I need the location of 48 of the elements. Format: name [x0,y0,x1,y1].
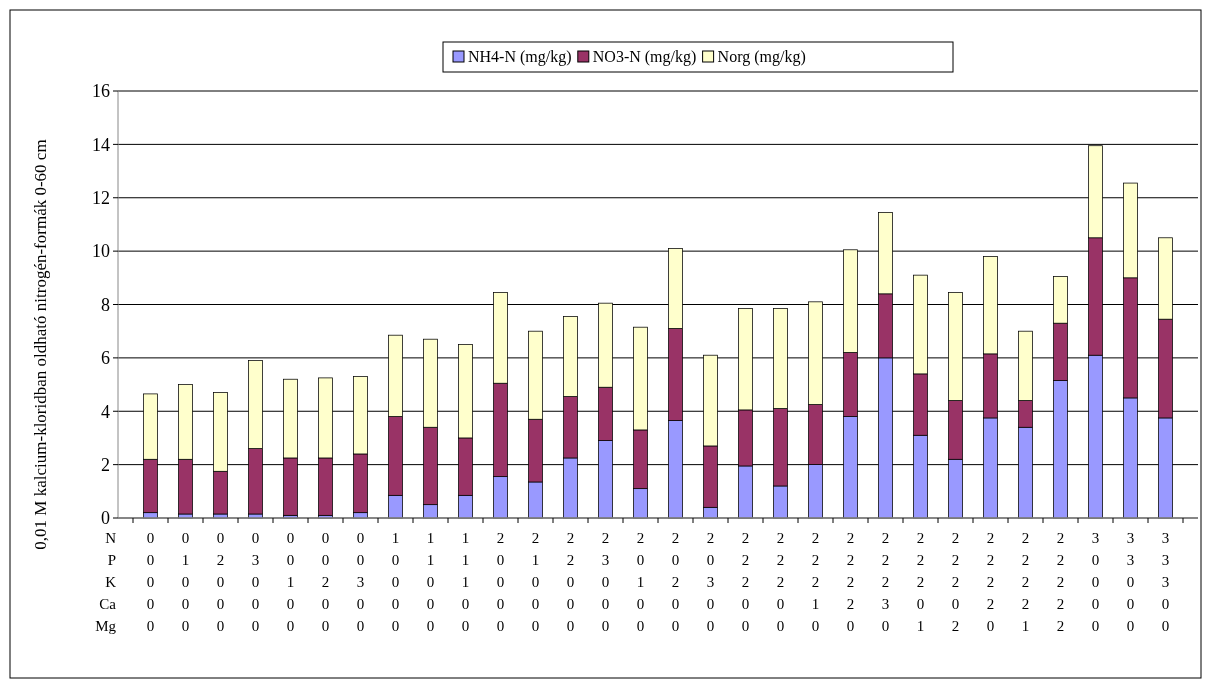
x-tick-label: 2 2 2 0 0 [776,530,785,634]
text: Mg [95,618,117,634]
x-tick-label: 2 0 3 0 0 [706,530,715,634]
x-tick-label: 1 1 1 0 0 [461,530,470,634]
x-tick-label: 2 2 2 2 0 [846,530,855,634]
x-tick-label: 1 1 0 0 0 [426,530,435,634]
x-tick-label: 2 2 2 1 0 [811,530,820,634]
x-tick-label: 0 3 0 0 0 [251,530,260,634]
x-tick-label: 2 2 2 0 2 [951,530,960,634]
x-tick-label: 3 3 3 0 0 [1161,530,1170,634]
text: P [107,552,116,568]
y-axis-title: 0,01 M kalcium-kloridban oldható nitrogén-formák 0-60 cm [31,139,50,550]
x-tick-label: 2 2 2 0 1 [916,530,925,634]
y-tick-label: 8 [101,294,110,315]
x-tick-label: 0 0 3 0 0 [356,530,365,634]
x-tick-label: 2 2 2 0 0 [741,530,750,634]
x-tick-label: 2 0 2 0 0 [671,530,680,634]
legend-label: NH4-N (mg/kg) [468,48,572,66]
y-tick-label: 2 [101,454,110,475]
x-tick-label: 2 2 2 3 0 [881,530,890,634]
x-tick-label: 3 0 0 0 0 [1091,530,1100,634]
legend-label: NO3-N (mg/kg) [592,48,697,66]
x-tick-label: 2 2 2 2 0 [986,530,995,634]
y-tick-label: 0 [101,508,110,529]
text: N [105,530,117,546]
x-tick-label: 1 0 0 0 0 [391,530,400,634]
x-tick-label: 0 1 0 0 0 [181,530,190,634]
x-tick-label: 2 2 2 2 2 [1056,530,1065,634]
x-tick-label: 2 0 1 0 0 [636,530,645,634]
x-tick-label: 3 3 0 0 0 [1126,530,1135,634]
x-tick-label: 0 2 0 0 0 [216,530,225,634]
y-tick-label: 12 [92,188,110,209]
y-tick-label: 10 [92,241,110,262]
legend-label: Norg (mg/kg) [717,48,806,66]
y-tick-label: 16 [92,81,110,102]
y-tick-label: 4 [101,401,110,422]
text: K [105,574,117,590]
x-tick-label: 2 0 0 0 0 [496,530,505,634]
y-tick-label: 14 [92,134,110,155]
x-tick-label: 0 0 0 0 0 [146,530,155,634]
x-tick-label: 0 0 1 0 0 [286,530,295,634]
y-tick-label: 6 [101,348,110,369]
x-tick-label: 2 2 0 0 0 [566,530,575,634]
text: Ca [99,596,117,612]
x-tick-label: 0 0 2 0 0 [321,530,330,634]
x-tick-label: 2 3 0 0 0 [601,530,610,634]
x-tick-label: 2 1 0 0 0 [531,530,540,634]
x-tick-label: 2 2 2 2 1 [1021,530,1030,634]
